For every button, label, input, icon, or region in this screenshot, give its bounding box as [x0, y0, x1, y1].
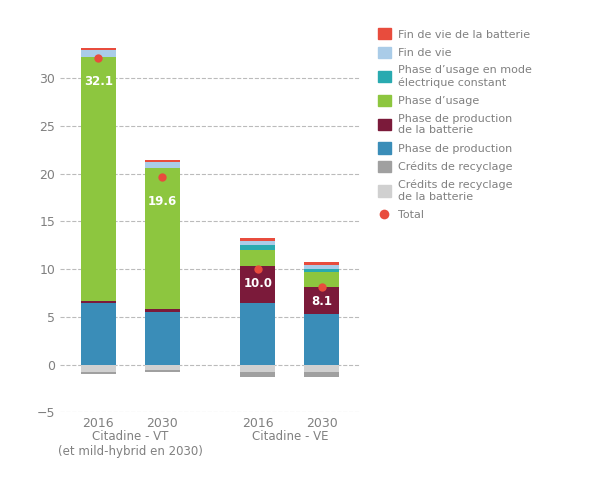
Text: 19.6: 19.6 — [148, 195, 177, 208]
Bar — [241, 237, 275, 241]
Bar — [241, 241, 275, 245]
Bar — [304, 287, 339, 314]
Bar — [81, 303, 116, 365]
Bar — [241, 250, 275, 266]
Bar — [81, 365, 116, 372]
Bar — [145, 370, 179, 372]
Text: Citadine - VT
(et mild-hybrid en 2030): Citadine - VT (et mild-hybrid en 2030) — [58, 430, 203, 458]
Bar — [304, 372, 339, 377]
Bar — [81, 301, 116, 303]
Bar — [145, 309, 179, 312]
Bar — [304, 365, 339, 372]
Bar — [304, 314, 339, 365]
Bar — [81, 57, 116, 301]
Bar — [81, 372, 116, 374]
Bar — [241, 372, 275, 377]
Bar — [145, 168, 179, 309]
Bar — [304, 272, 339, 287]
Text: 10.0: 10.0 — [244, 277, 272, 290]
Bar — [241, 266, 275, 303]
Bar — [145, 162, 179, 168]
Bar — [145, 312, 179, 365]
Text: Citadine - VE: Citadine - VE — [251, 430, 328, 443]
Bar — [145, 160, 179, 162]
Bar — [304, 269, 339, 272]
Bar — [145, 365, 179, 370]
Bar — [241, 245, 275, 250]
Bar — [81, 48, 116, 50]
Bar — [81, 50, 116, 57]
Bar — [304, 265, 339, 269]
Text: 32.1: 32.1 — [84, 75, 113, 89]
Bar — [241, 365, 275, 372]
Text: 8.1: 8.1 — [311, 295, 332, 308]
Bar — [304, 263, 339, 265]
Legend: Fin de vie de la batterie, Fin de vie, Phase d’usage en mode
électrique constant: Fin de vie de la batterie, Fin de vie, P… — [377, 28, 532, 220]
Bar — [241, 303, 275, 365]
